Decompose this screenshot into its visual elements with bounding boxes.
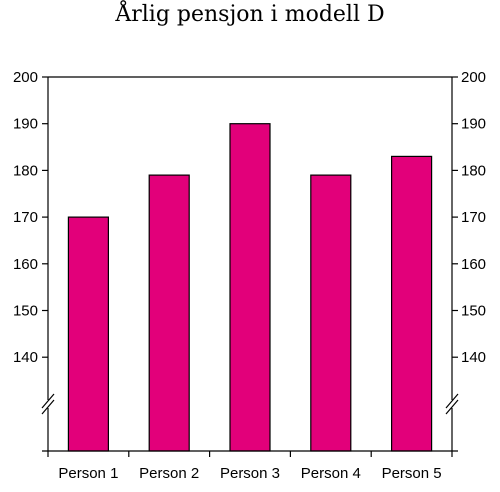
left-axis-break-mark — [41, 399, 55, 415]
y-tick-label-left: 150 — [13, 303, 38, 320]
left-axis-break-mark — [41, 393, 55, 409]
ticks-layer — [42, 76, 458, 457]
category-label: Person 3 — [220, 465, 280, 482]
y-tick-label-right: 140 — [461, 349, 486, 366]
y-tick-label-left: 140 — [13, 349, 38, 366]
bar-2 — [148, 174, 190, 452]
category-label: Person 5 — [382, 465, 442, 482]
bar-1 — [67, 216, 110, 452]
axes-layer — [41, 76, 459, 452]
category-label: Person 2 — [139, 465, 199, 482]
y-tick-label-right: 190 — [461, 116, 486, 133]
y-tick-label-left: 180 — [13, 162, 38, 179]
bar-4 — [310, 174, 352, 452]
y-tick-label-right: 180 — [461, 162, 486, 179]
bars-layer — [67, 123, 433, 452]
bar-5 — [391, 155, 433, 452]
y-tick-label-right: 160 — [461, 256, 486, 273]
y-tick-label-left: 160 — [13, 256, 38, 273]
labels-layer: 140 140 150 150 160 160 170 170 180 180 190 190 200 2… — [13, 69, 486, 482]
y-tick-label-left: 190 — [13, 116, 38, 133]
y-tick-label-left: 170 — [13, 209, 38, 226]
right-axis-break-mark — [445, 393, 459, 409]
bar-3 — [229, 123, 271, 452]
category-label: Person 1 — [58, 465, 118, 482]
chart-title: Årlig pensjon i modell D — [115, 2, 385, 27]
y-tick-label-left: 200 — [13, 69, 38, 86]
right-axis-break-mark — [445, 399, 459, 415]
y-tick-label-right: 150 — [461, 303, 486, 320]
y-tick-label-right: 200 — [461, 69, 486, 86]
y-tick-label-right: 170 — [461, 209, 486, 226]
category-label: Person 4 — [301, 465, 361, 482]
